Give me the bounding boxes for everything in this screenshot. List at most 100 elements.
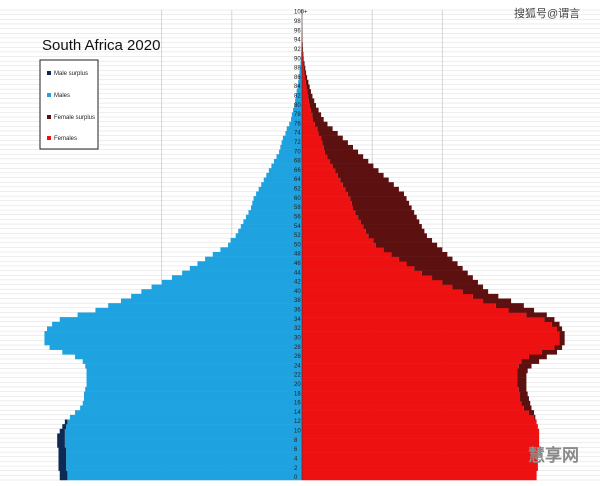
female-surplus-bar: [338, 173, 384, 178]
female-bar: [302, 299, 483, 304]
female-surplus-bar: [306, 80, 309, 85]
female-bar: [302, 275, 432, 280]
female-bar: [302, 164, 333, 169]
female-bar: [302, 424, 538, 429]
age-tick-label: 52: [294, 233, 301, 239]
female-bar: [302, 285, 452, 290]
age-tick-label: 78: [294, 112, 301, 118]
female-surplus-bar: [325, 150, 358, 155]
male-bar: [65, 433, 302, 438]
male-bar: [87, 378, 302, 383]
female-surplus-bar: [517, 368, 527, 373]
male-bar: [87, 373, 302, 378]
male-surplus-bar: [58, 452, 66, 457]
male-bar: [236, 233, 302, 238]
female-surplus-bar: [529, 410, 534, 415]
male-bar: [66, 457, 302, 462]
age-tick-label: 88: [294, 66, 301, 72]
female-bar: [302, 112, 312, 117]
male-bar: [65, 443, 302, 448]
female-bar: [302, 80, 306, 85]
male-bar: [87, 382, 302, 387]
legend-swatch-female-surplus: [47, 115, 51, 119]
age-tick-label: 48: [294, 252, 301, 258]
legend-label-males: Males: [54, 93, 70, 99]
male-surplus-bar: [57, 443, 65, 448]
male-bar: [44, 331, 302, 336]
female-surplus-bar: [350, 196, 406, 201]
female-bar: [302, 201, 352, 206]
age-tick-label: 90: [294, 56, 301, 62]
male-surplus-bar: [65, 420, 68, 425]
female-bar: [302, 229, 366, 234]
female-bar: [302, 89, 307, 94]
female-surplus-bar: [557, 326, 562, 331]
male-bar: [44, 340, 302, 345]
male-surplus-bar: [60, 429, 65, 434]
female-surplus-bar: [366, 229, 425, 234]
female-bar: [302, 401, 521, 406]
age-tick-label: 24: [294, 363, 301, 369]
legend-swatch-male-surplus: [47, 71, 51, 75]
age-tick-label: 82: [294, 93, 301, 99]
female-bar: [302, 210, 356, 215]
female-surplus-bar: [432, 275, 473, 280]
male-bar: [213, 252, 302, 257]
female-bar: [302, 280, 442, 285]
female-surplus-bar: [356, 210, 415, 215]
age-tick-label: 76: [294, 121, 301, 127]
male-bar: [190, 266, 302, 271]
age-tick-label: 54: [294, 224, 301, 230]
female-bar: [302, 136, 321, 141]
female-bar: [302, 159, 330, 164]
female-surplus-bar: [560, 331, 565, 336]
female-surplus-bar: [322, 140, 348, 145]
female-surplus-bar: [307, 84, 310, 89]
female-bar: [302, 233, 368, 238]
female-bar: [302, 215, 358, 220]
male-bar: [60, 317, 302, 322]
female-bar: [302, 406, 524, 411]
male-bar: [83, 359, 302, 364]
female-bar: [302, 317, 544, 322]
age-tick-label: 84: [294, 84, 301, 90]
male-surplus-bar: [60, 475, 68, 480]
female-bar: [302, 461, 538, 466]
female-surplus-bar: [529, 354, 547, 359]
age-tick-label: 74: [294, 131, 301, 137]
female-bar: [302, 466, 538, 471]
female-bar: [302, 452, 538, 457]
female-bar: [302, 308, 509, 313]
female-bar: [302, 447, 538, 452]
female-surplus-bar: [483, 299, 511, 304]
female-bar: [302, 303, 496, 308]
male-bar: [66, 461, 302, 466]
age-tick-label: 50: [294, 242, 301, 248]
age-tick-label: 30: [294, 335, 301, 341]
age-tick-label: 36: [294, 308, 301, 314]
female-surplus-bar: [517, 382, 526, 387]
female-surplus-bar: [305, 70, 307, 75]
age-tick-label: 64: [294, 177, 301, 183]
age-tick-label: 100+: [294, 10, 308, 16]
female-bar: [302, 289, 463, 294]
male-bar: [75, 410, 302, 415]
female-bar: [302, 205, 353, 210]
female-bar: [302, 387, 519, 392]
age-tick-label: 14: [294, 410, 301, 416]
age-tick-label: 34: [294, 317, 301, 323]
female-surplus-bar: [324, 145, 353, 150]
female-bar: [302, 443, 539, 448]
female-bar: [302, 145, 324, 150]
female-bar: [302, 359, 521, 364]
female-surplus-bar: [310, 103, 316, 108]
female-surplus-bar: [305, 75, 307, 80]
male-bar: [85, 387, 302, 392]
female-surplus-bar: [520, 396, 529, 401]
female-surplus-bar: [509, 308, 535, 313]
male-bar: [84, 392, 302, 397]
male-bar: [67, 420, 302, 425]
female-surplus-bar: [304, 66, 305, 71]
female-bar: [302, 457, 538, 462]
